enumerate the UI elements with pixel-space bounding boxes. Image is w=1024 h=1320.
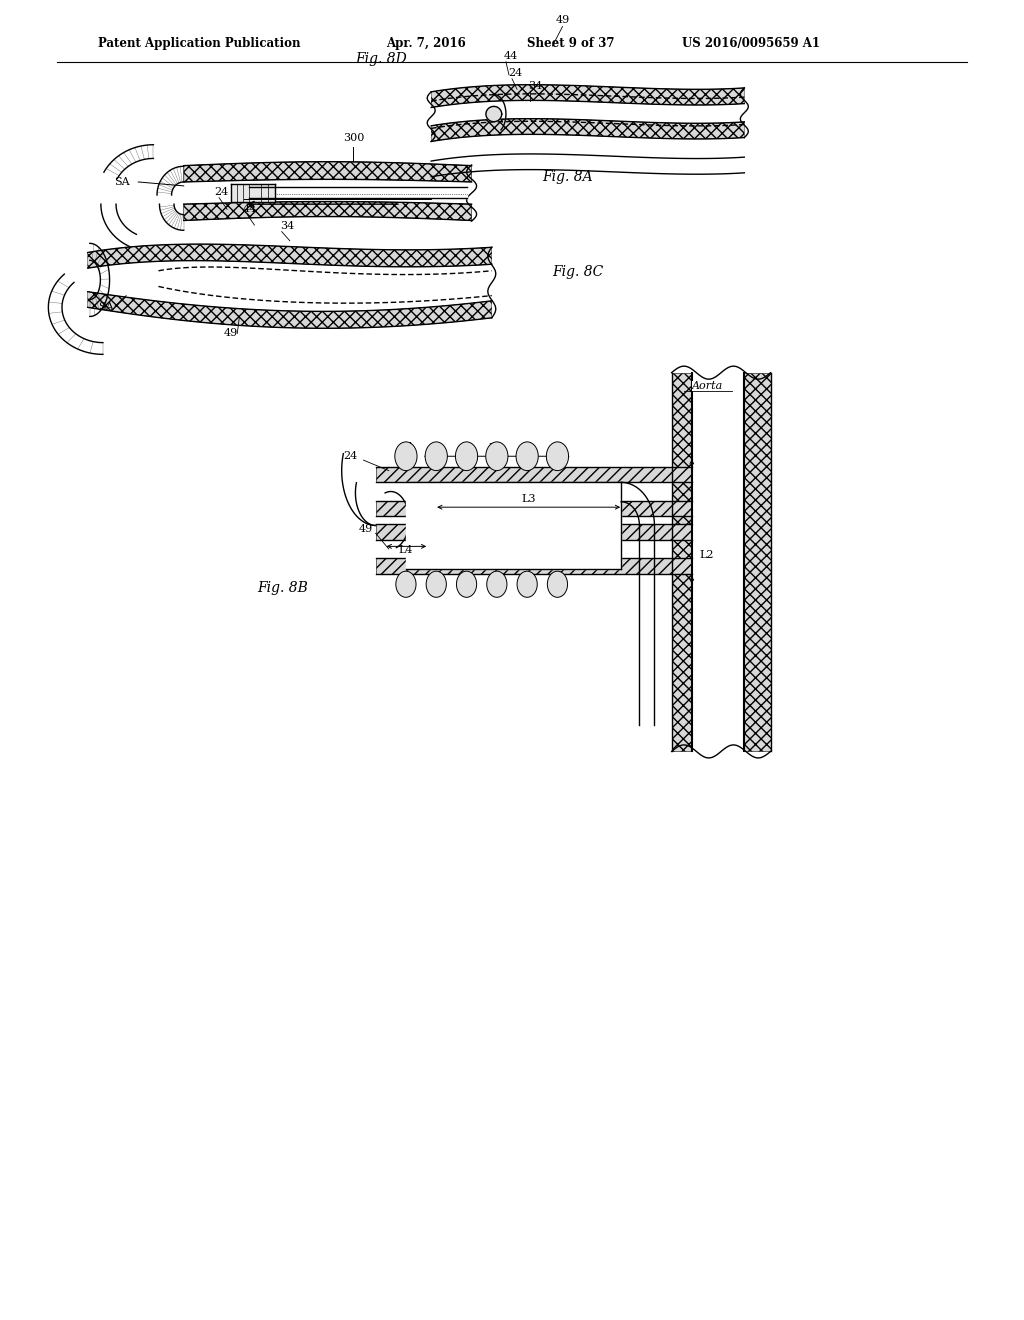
Text: 34: 34	[528, 82, 543, 91]
Text: 44: 44	[504, 51, 518, 61]
Circle shape	[425, 442, 447, 471]
Text: Fig. 8C: Fig. 8C	[552, 265, 604, 279]
Circle shape	[456, 442, 477, 471]
Polygon shape	[376, 500, 692, 516]
Text: 34: 34	[280, 220, 294, 231]
Polygon shape	[88, 244, 492, 268]
Circle shape	[516, 442, 539, 471]
Circle shape	[548, 572, 567, 598]
Circle shape	[426, 572, 446, 598]
Polygon shape	[431, 119, 744, 141]
Polygon shape	[88, 292, 492, 329]
Polygon shape	[183, 202, 472, 220]
Text: 24: 24	[214, 187, 228, 197]
Text: L2: L2	[699, 550, 715, 560]
Circle shape	[457, 572, 476, 598]
Polygon shape	[376, 558, 692, 574]
Text: 49: 49	[224, 329, 239, 338]
Text: 24: 24	[508, 69, 522, 78]
Text: Patent Application Publication: Patent Application Publication	[98, 37, 300, 50]
Text: 24: 24	[343, 451, 357, 461]
Polygon shape	[376, 524, 692, 540]
Text: Aorta: Aorta	[692, 381, 724, 391]
Circle shape	[486, 572, 507, 598]
Circle shape	[517, 572, 538, 598]
Text: L4: L4	[398, 545, 414, 554]
Text: 44: 44	[399, 442, 414, 451]
Text: Apr. 7, 2016: Apr. 7, 2016	[386, 37, 466, 50]
Circle shape	[547, 442, 568, 471]
Text: Sheet 9 of 37: Sheet 9 of 37	[527, 37, 614, 50]
Text: SA: SA	[115, 177, 130, 187]
Polygon shape	[486, 107, 502, 121]
Text: L3: L3	[521, 494, 536, 504]
Polygon shape	[376, 467, 692, 482]
Circle shape	[395, 442, 417, 471]
Circle shape	[485, 442, 508, 471]
Circle shape	[396, 572, 416, 598]
Text: Fig. 8B: Fig. 8B	[257, 581, 308, 595]
Text: Fig. 8A: Fig. 8A	[543, 170, 593, 183]
Text: RA: RA	[488, 444, 505, 453]
Text: US 2016/0095659 A1: US 2016/0095659 A1	[682, 37, 819, 50]
Polygon shape	[744, 372, 771, 751]
Text: 44: 44	[243, 205, 257, 214]
Text: 300: 300	[343, 133, 365, 143]
Polygon shape	[431, 84, 744, 107]
Text: Fig. 8D: Fig. 8D	[355, 53, 408, 66]
Text: SA: SA	[98, 302, 114, 312]
Polygon shape	[672, 372, 692, 751]
Polygon shape	[183, 162, 472, 182]
Text: 49: 49	[358, 524, 373, 535]
Text: 49: 49	[555, 15, 569, 25]
